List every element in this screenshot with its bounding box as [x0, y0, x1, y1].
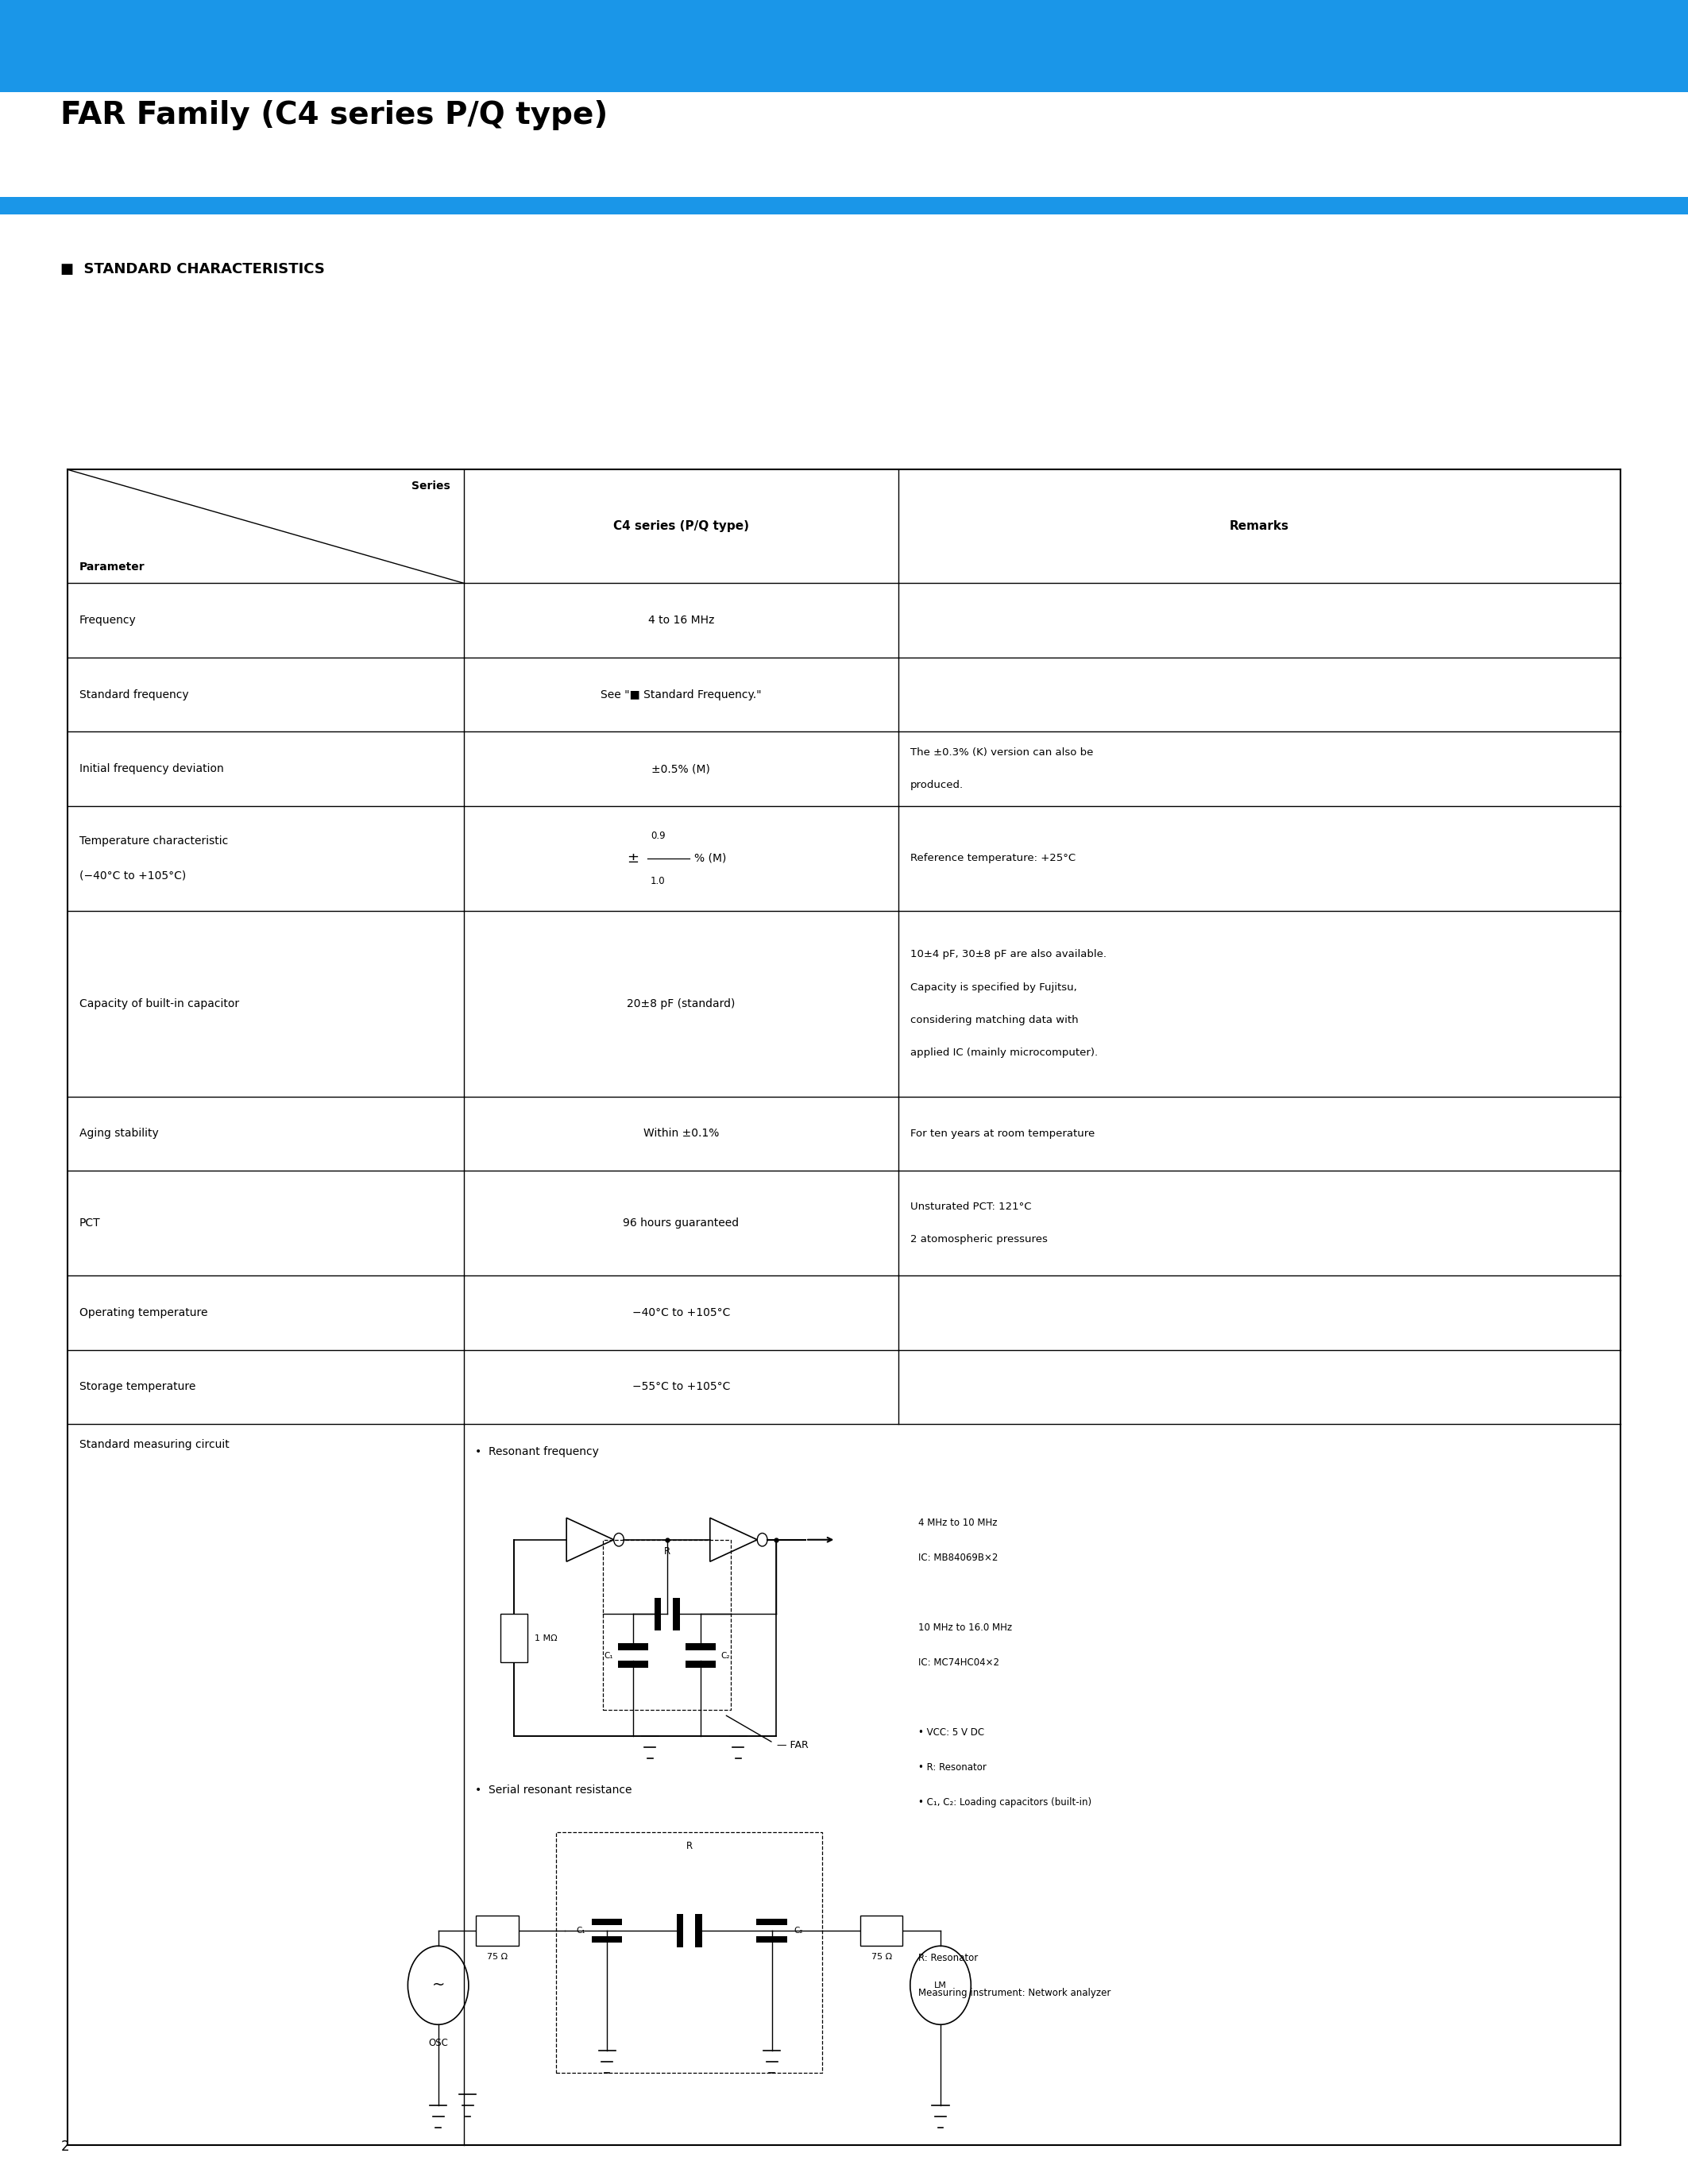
Bar — [685, 1645, 716, 1651]
Text: 1 MΩ: 1 MΩ — [535, 1634, 557, 1642]
Text: 96 hours guaranteed: 96 hours guaranteed — [623, 1216, 739, 1230]
Text: Unsturated PCT: 121°C: Unsturated PCT: 121°C — [910, 1201, 1031, 1212]
Text: 4 MHz to 10 MHz: 4 MHz to 10 MHz — [918, 1518, 998, 1529]
Bar — [674, 1599, 680, 1631]
Text: See "■ Standard Frequency.": See "■ Standard Frequency." — [601, 688, 761, 701]
Text: considering matching data with: considering matching data with — [910, 1016, 1079, 1024]
Text: −55°C to +105°C: −55°C to +105°C — [631, 1380, 729, 1393]
Text: IC: MB84069B×2: IC: MB84069B×2 — [918, 1553, 998, 1564]
Text: % (M): % (M) — [694, 852, 726, 865]
Text: applied IC (mainly microcomputer).: applied IC (mainly microcomputer). — [910, 1048, 1097, 1057]
Bar — [677, 1915, 684, 1948]
Text: C₂: C₂ — [721, 1651, 731, 1660]
Bar — [695, 1915, 702, 1948]
Text: • R: Resonator: • R: Resonator — [918, 1762, 987, 1773]
Text: Frequency: Frequency — [79, 614, 137, 627]
Text: — FAR: — FAR — [776, 1741, 809, 1749]
Bar — [685, 1662, 716, 1669]
Bar — [618, 1662, 648, 1669]
Text: Operating temperature: Operating temperature — [79, 1306, 208, 1319]
Text: Standard measuring circuit: Standard measuring circuit — [79, 1439, 230, 1450]
Text: LM: LM — [933, 1981, 947, 1990]
Text: Aging stability: Aging stability — [79, 1127, 159, 1140]
Text: R: Resonator: R: Resonator — [918, 1952, 979, 1963]
Bar — [476, 1915, 518, 1946]
Text: ±: ± — [626, 852, 638, 865]
Bar — [501, 1614, 528, 1662]
Text: Within ±0.1%: Within ±0.1% — [643, 1127, 719, 1140]
Bar — [592, 1937, 623, 1944]
Text: •  Resonant frequency: • Resonant frequency — [476, 1446, 599, 1457]
Text: 20±8 pF (standard): 20±8 pF (standard) — [626, 998, 734, 1009]
Text: C₁: C₁ — [604, 1651, 613, 1660]
Text: ~: ~ — [432, 1979, 444, 1992]
Bar — [557, 1832, 822, 2073]
Bar — [618, 1645, 648, 1651]
Text: C₁: C₁ — [576, 1926, 586, 1935]
Bar — [592, 1920, 623, 1926]
Text: 1.0: 1.0 — [650, 876, 665, 887]
Text: R: R — [663, 1546, 670, 1557]
Text: •  Serial resonant resistance: • Serial resonant resistance — [476, 1784, 633, 1795]
Text: ■  STANDARD CHARACTERISTICS: ■ STANDARD CHARACTERISTICS — [61, 262, 326, 277]
Text: PCT: PCT — [79, 1216, 101, 1230]
Text: 10 MHz to 16.0 MHz: 10 MHz to 16.0 MHz — [918, 1623, 1013, 1634]
Text: produced.: produced. — [910, 780, 964, 791]
Text: −40°C to +105°C: −40°C to +105°C — [631, 1306, 729, 1319]
Text: (−40°C to +105°C): (−40°C to +105°C) — [79, 869, 186, 882]
Text: IC: MC74HC04×2: IC: MC74HC04×2 — [918, 1658, 999, 1669]
Bar — [756, 1937, 787, 1944]
Text: C₂: C₂ — [793, 1926, 803, 1935]
Text: R: R — [685, 1841, 692, 1852]
Text: Series: Series — [412, 480, 451, 491]
Text: Storage temperature: Storage temperature — [79, 1380, 196, 1393]
Text: Capacity is specified by Fujitsu,: Capacity is specified by Fujitsu, — [910, 983, 1077, 992]
Text: Remarks: Remarks — [1229, 520, 1290, 533]
Text: For ten years at room temperature: For ten years at room temperature — [910, 1129, 1094, 1138]
Text: 10±4 pF, 30±8 pF are also available.: 10±4 pF, 30±8 pF are also available. — [910, 950, 1106, 959]
Text: Capacity of built-in capacitor: Capacity of built-in capacitor — [79, 998, 240, 1009]
Text: OSC: OSC — [429, 2038, 447, 2049]
Text: 4 to 16 MHz: 4 to 16 MHz — [648, 614, 714, 627]
Text: 75 Ω: 75 Ω — [486, 1952, 508, 1961]
Text: C4 series (P/Q type): C4 series (P/Q type) — [613, 520, 749, 533]
Text: Parameter: Parameter — [79, 561, 145, 572]
Text: ±0.5% (M): ±0.5% (M) — [652, 762, 711, 775]
Text: • VCC: 5 V DC: • VCC: 5 V DC — [918, 1728, 984, 1738]
Bar — [0, 0, 1688, 92]
Text: • C₁, C₂: Loading capacitors (built-in): • C₁, C₂: Loading capacitors (built-in) — [918, 1797, 1092, 1808]
Text: Measuring instrument: Network analyzer: Measuring instrument: Network analyzer — [918, 1987, 1111, 1998]
Text: 0.9: 0.9 — [650, 830, 665, 841]
Text: The ±0.3% (K) version can also be: The ±0.3% (K) version can also be — [910, 747, 1094, 758]
Text: Reference temperature: +25°C: Reference temperature: +25°C — [910, 854, 1075, 863]
Text: Temperature characteristic: Temperature characteristic — [79, 834, 228, 847]
Bar — [655, 1599, 662, 1631]
Text: 75 Ω: 75 Ω — [871, 1952, 891, 1961]
Text: FAR Family (C4 series P/Q type): FAR Family (C4 series P/Q type) — [61, 100, 608, 131]
Bar — [861, 1915, 903, 1946]
Text: 2 atomospheric pressures: 2 atomospheric pressures — [910, 1234, 1048, 1245]
Text: 2: 2 — [61, 2138, 69, 2153]
Bar — [756, 1920, 787, 1926]
Bar — [0, 197, 1688, 214]
Text: Initial frequency deviation: Initial frequency deviation — [79, 762, 225, 775]
Text: Standard frequency: Standard frequency — [79, 688, 189, 701]
Bar — [603, 1540, 731, 1710]
